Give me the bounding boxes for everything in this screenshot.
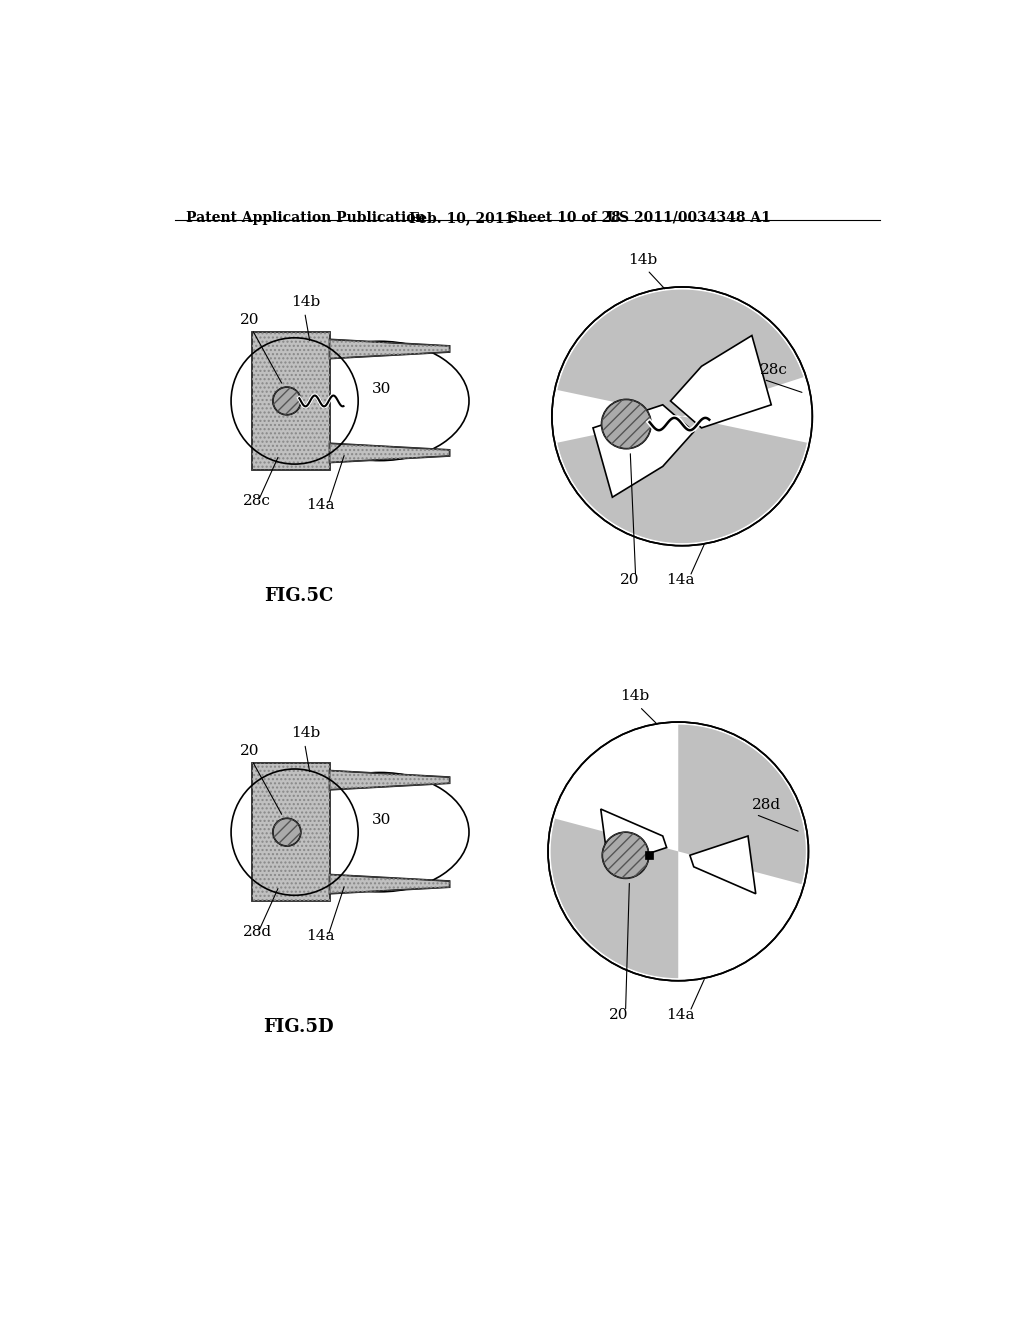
Text: 28c: 28c	[760, 363, 787, 378]
Circle shape	[273, 818, 301, 846]
Polygon shape	[690, 836, 756, 894]
Polygon shape	[330, 771, 450, 789]
Polygon shape	[252, 763, 330, 902]
Text: 14b: 14b	[291, 296, 319, 309]
Text: Feb. 10, 2011: Feb. 10, 2011	[409, 211, 514, 224]
Polygon shape	[330, 339, 450, 359]
Ellipse shape	[291, 772, 469, 892]
Text: 14a: 14a	[667, 1008, 695, 1022]
Polygon shape	[551, 818, 678, 978]
Text: FIG.5D: FIG.5D	[263, 1018, 334, 1036]
Polygon shape	[671, 335, 771, 428]
Polygon shape	[593, 405, 693, 498]
Text: 28c: 28c	[243, 494, 270, 508]
Polygon shape	[678, 725, 806, 884]
Text: 20: 20	[241, 313, 260, 327]
Text: 30: 30	[372, 813, 391, 828]
Polygon shape	[645, 851, 652, 859]
Text: Sheet 10 of 28: Sheet 10 of 28	[508, 211, 621, 224]
Circle shape	[273, 387, 301, 414]
Text: 14a: 14a	[306, 498, 335, 512]
Text: 28d: 28d	[243, 925, 271, 939]
Text: 20: 20	[241, 744, 260, 758]
Polygon shape	[601, 809, 667, 867]
Text: FIG.5C: FIG.5C	[264, 587, 333, 605]
Circle shape	[548, 722, 809, 981]
Polygon shape	[330, 444, 450, 462]
Text: 14b: 14b	[628, 253, 657, 267]
Text: 30: 30	[372, 383, 391, 396]
Circle shape	[601, 400, 651, 449]
Polygon shape	[557, 289, 804, 416]
Polygon shape	[252, 331, 330, 470]
Polygon shape	[557, 416, 807, 543]
Text: 20: 20	[621, 573, 640, 587]
Polygon shape	[330, 875, 450, 894]
Ellipse shape	[291, 342, 469, 461]
Text: US 2011/0034348 A1: US 2011/0034348 A1	[607, 211, 771, 224]
Text: 14a: 14a	[667, 573, 695, 587]
Text: 14a: 14a	[306, 929, 335, 942]
Circle shape	[602, 832, 649, 878]
Text: Patent Application Publication: Patent Application Publication	[186, 211, 426, 224]
Circle shape	[552, 286, 812, 545]
Text: 28d: 28d	[752, 799, 781, 812]
Text: 14b: 14b	[621, 689, 649, 704]
Text: 20: 20	[608, 1008, 628, 1022]
Text: 14b: 14b	[291, 726, 319, 741]
